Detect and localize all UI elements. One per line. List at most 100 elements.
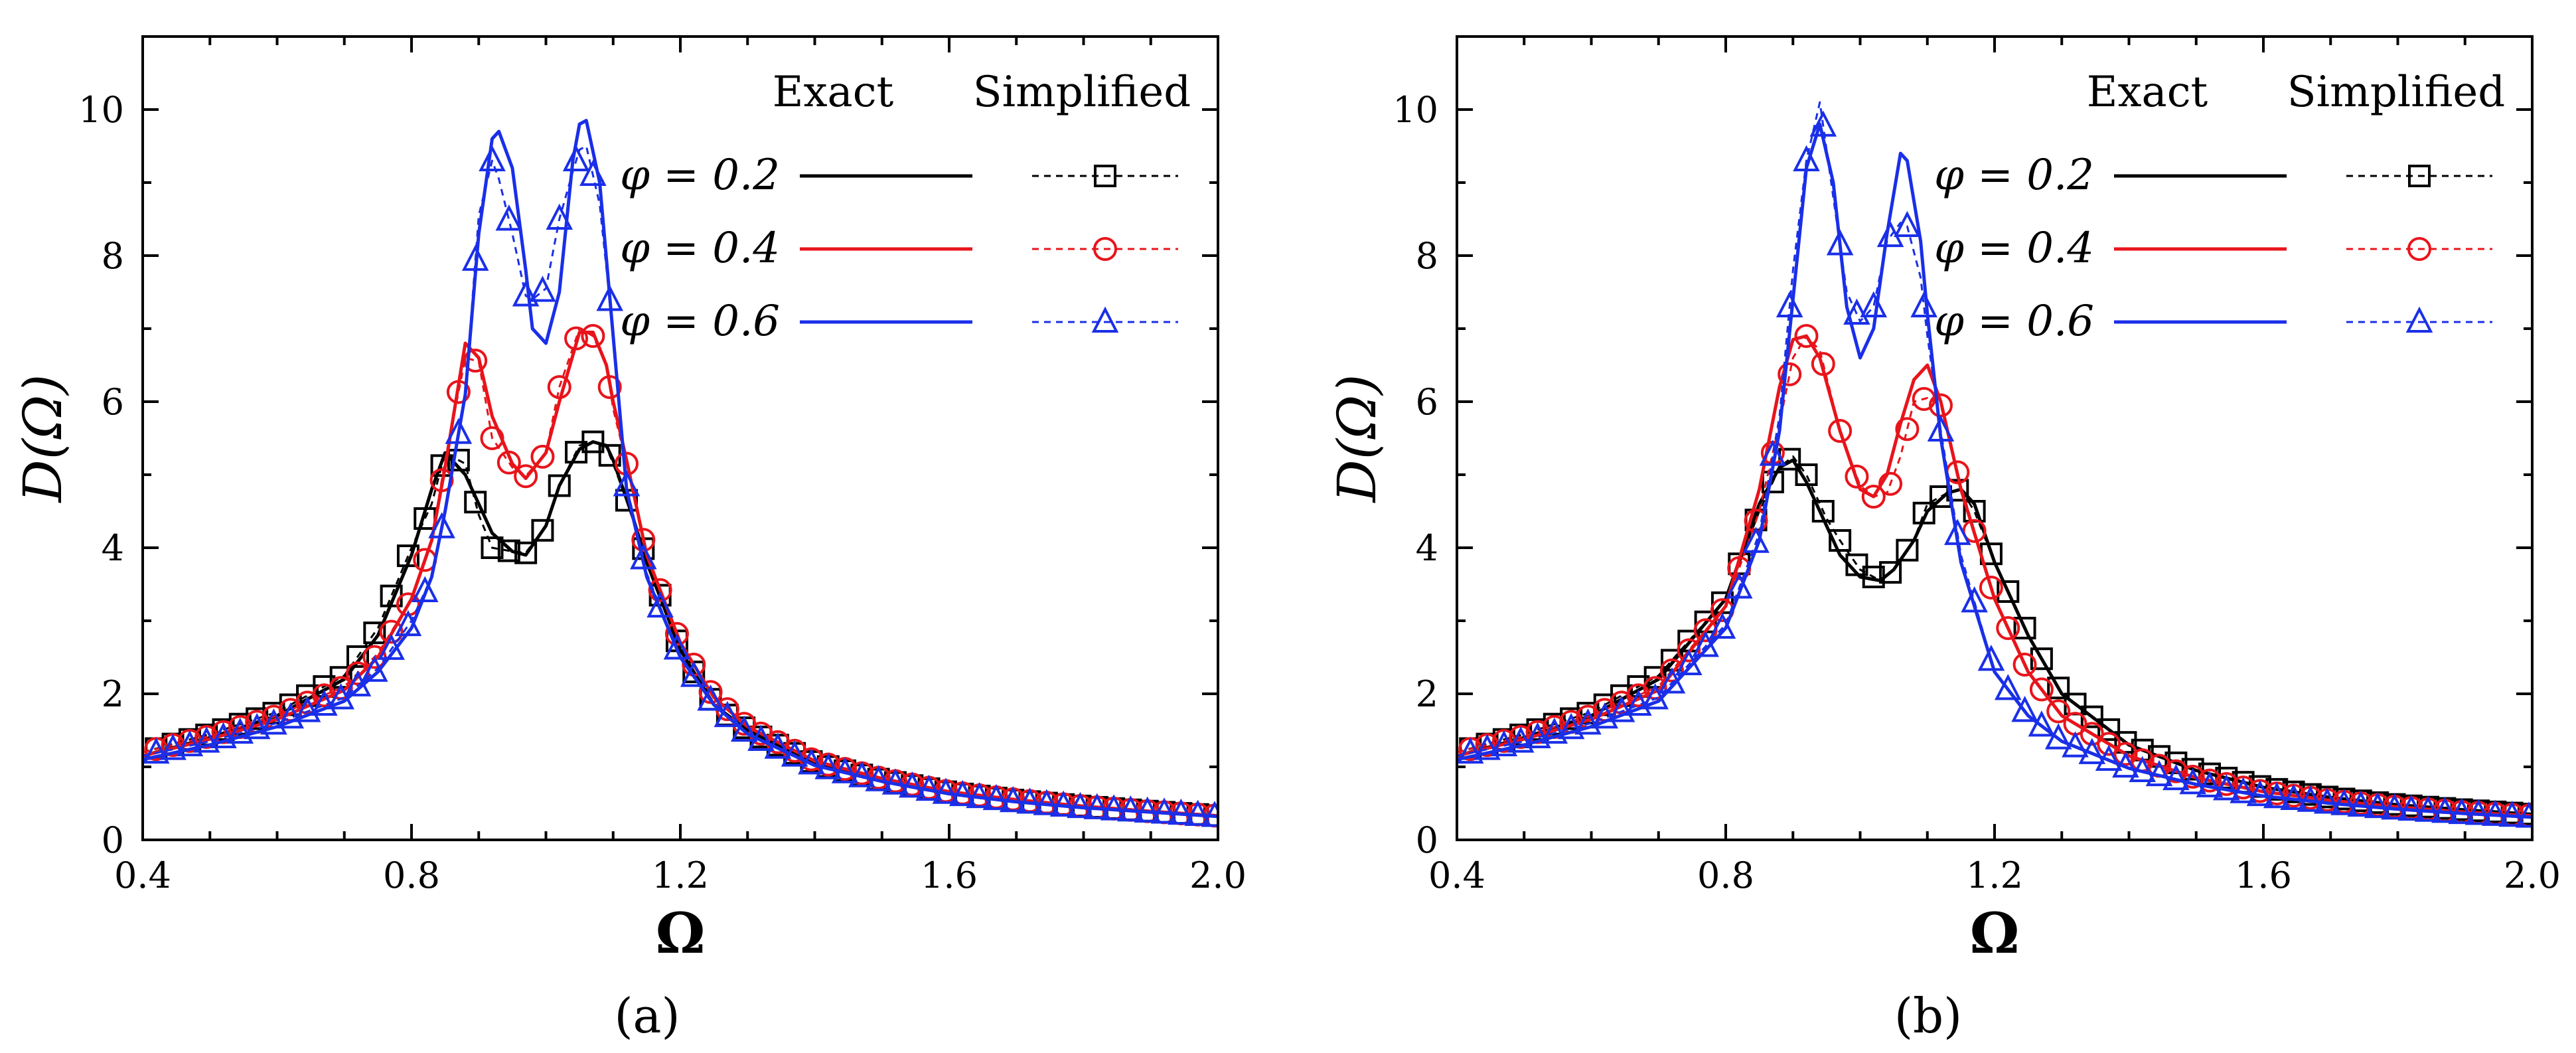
data-point [680, 661, 708, 687]
y-tick-label: 0 [102, 819, 124, 861]
y-tick-label: 0 [1416, 819, 1438, 861]
data-point [1675, 649, 1703, 675]
data-point [1843, 298, 1870, 325]
series-line [143, 327, 1218, 817]
axis-ticks: 0.4 0.8 1.2 1.6 2.0 0 2 4 6 8 10 [78, 35, 1247, 896]
data-point [481, 536, 504, 559]
y-tick-label: 8 [1416, 235, 1438, 277]
data-point [1742, 526, 1770, 553]
data-point [2029, 677, 2054, 702]
data-point [159, 734, 187, 760]
legend-marker [1093, 237, 1117, 261]
data-point [2313, 787, 2341, 814]
data-point [1049, 790, 1077, 817]
legend-entry: φ = 0.4 [1934, 224, 2492, 273]
data-point [966, 781, 993, 809]
legend-entry: φ = 0.2 [620, 151, 1178, 200]
data-point [1100, 794, 1128, 821]
data-point [999, 785, 1027, 813]
data-point [2013, 617, 2036, 639]
data-point [495, 204, 523, 231]
x-tick-label: 1.2 [652, 854, 709, 896]
data-point [881, 768, 909, 795]
data-point [714, 700, 741, 728]
data-point [915, 774, 943, 801]
y-axis-title: D(Ω) [1326, 374, 1388, 504]
data-point [982, 783, 1010, 811]
panel-label: (b) [1894, 988, 1962, 1044]
series-line [143, 145, 1218, 818]
data-point [429, 468, 454, 493]
data-point [2364, 791, 2391, 819]
legend-header-simplified: Simplified [973, 68, 1191, 117]
data-point [1591, 702, 1619, 729]
data-point [1912, 386, 1936, 411]
data-point [1776, 291, 1803, 317]
data-point [2164, 759, 2188, 783]
data-point [1862, 566, 1885, 588]
data-point [1979, 575, 2003, 600]
data-point [2012, 653, 2037, 677]
data-point [1860, 291, 1888, 317]
data-point [948, 779, 976, 807]
series-3 [143, 331, 1218, 818]
data-point [814, 753, 842, 779]
x-tick-label: 0.8 [1697, 854, 1754, 896]
legend-marker [2405, 306, 2433, 333]
data-point [1541, 717, 1568, 744]
y-tick-label: 8 [102, 235, 124, 277]
data-point [1660, 658, 1684, 683]
series-line [1457, 335, 2532, 817]
legend: Exact Simplified φ = 0.2 φ = 0.4 φ = 0.6 [1934, 68, 2505, 346]
data-point [1524, 722, 1551, 748]
data-point [2162, 764, 2190, 791]
y-tick-label: 2 [102, 673, 124, 715]
legend-label: φ = 0.2 [620, 151, 780, 200]
data-point [346, 645, 369, 668]
data-point [1457, 737, 1484, 764]
data-point [2213, 773, 2240, 801]
data-point [1725, 572, 1753, 599]
data-point [1625, 689, 1652, 716]
data-point [2011, 696, 2038, 722]
data-point [747, 724, 775, 751]
data-point [2062, 731, 2089, 758]
data-point [514, 464, 538, 489]
data-point [630, 543, 657, 570]
data-point [260, 708, 287, 735]
legend-entry: φ = 0.4 [620, 224, 1178, 273]
data-point [344, 670, 372, 696]
data-point [2097, 718, 2121, 741]
data-point [1778, 362, 1802, 386]
data-point [2112, 751, 2139, 778]
data-point [1997, 580, 2020, 603]
data-point [2198, 762, 2221, 785]
data-point [1708, 612, 1736, 639]
data-point [1150, 797, 1178, 824]
data-point [663, 633, 691, 660]
data-point [1829, 529, 1852, 552]
data-point [445, 418, 473, 444]
data-point [1201, 801, 1218, 827]
series-line [1457, 458, 2532, 816]
data-point [1809, 110, 1837, 137]
data-point [1927, 415, 1955, 442]
series-line [1457, 334, 2532, 818]
data-point [548, 474, 571, 497]
data-point [1574, 708, 1602, 735]
data-point [1677, 638, 1701, 663]
legend-label: φ = 0.4 [1934, 224, 2094, 273]
data-point [2297, 785, 2324, 812]
legend-marker [1091, 306, 1119, 333]
data-point [1861, 485, 1886, 509]
data-point [1961, 586, 1988, 613]
data-point [277, 702, 305, 729]
data-point [1067, 791, 1094, 819]
data-point [2431, 797, 2459, 823]
x-tick-label: 2.0 [2504, 854, 2561, 896]
data-point [2113, 742, 2138, 766]
data-point [1878, 471, 1903, 496]
data-point [2095, 744, 2123, 771]
data-point [1641, 683, 1669, 710]
